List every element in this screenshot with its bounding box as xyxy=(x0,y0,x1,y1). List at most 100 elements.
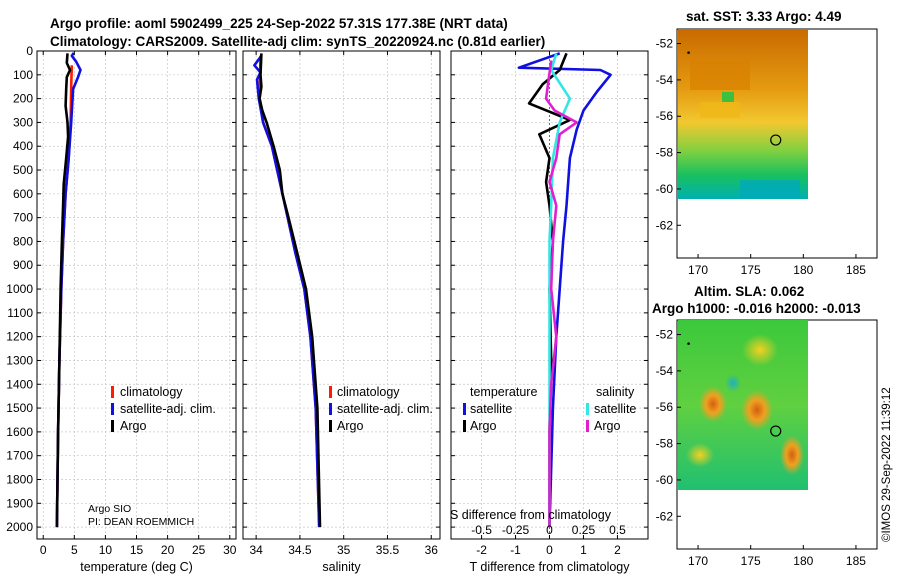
y-tick-label: 700 xyxy=(13,211,33,225)
map-y-tick-label: -54 xyxy=(656,364,674,378)
y-tick-label: 300 xyxy=(13,115,33,129)
x-tick-label: 1 xyxy=(580,543,587,557)
sst-axes: 170 175 180 185 -52 -54 -56 -58 -60 -62 xyxy=(656,37,867,277)
legend-label-t-satellite: satellite xyxy=(470,402,512,416)
island-dot xyxy=(687,342,690,345)
map-y-tick-label: -54 xyxy=(656,73,674,87)
salinity-panel: 34 34.5 35 35.5 36 salinity xyxy=(242,50,441,574)
legend-label-satellite: satellite-adj. clim. xyxy=(337,402,433,416)
island-dot xyxy=(687,51,690,54)
x-tick-label: 35.5 xyxy=(376,543,400,557)
x-axis-label: salinity xyxy=(322,560,361,574)
x-tick-label: 30 xyxy=(223,543,237,557)
argo-position-marker xyxy=(770,425,782,437)
secondary-axis-label: S difference from climatology xyxy=(450,508,612,522)
legend-label-satellite: satellite-adj. clim. xyxy=(120,402,216,416)
legend-label-s-satellite: satellite xyxy=(594,402,636,416)
y-tick-label: 1600 xyxy=(6,425,33,439)
legend-title-salinity: salinity xyxy=(596,385,635,399)
sla-blob xyxy=(780,435,804,475)
x-tick-label: -1 xyxy=(510,543,521,557)
y-tick-label: 1800 xyxy=(6,472,33,486)
sla-blob xyxy=(686,443,714,467)
legend-marker-t-satellite xyxy=(463,403,466,415)
y-tick-label: 200 xyxy=(13,92,33,106)
map-x-tick-label: 170 xyxy=(688,554,708,568)
secondary-tick-label: 0 xyxy=(546,523,553,537)
credit-line2: PI: DEAN ROEMMICH xyxy=(88,516,194,528)
map-x-tick-label: 175 xyxy=(741,554,761,568)
map-y-tick-label: -62 xyxy=(656,218,674,232)
x-tick-label: 25 xyxy=(192,543,206,557)
y-tick-label: 100 xyxy=(13,68,33,82)
map-x-tick-label: 170 xyxy=(688,263,708,277)
series-line-satellite xyxy=(517,52,612,528)
secondary-tick-label: 0.25 xyxy=(572,523,596,537)
legend-marker-t-argo xyxy=(463,420,466,432)
y-tick-label: 1500 xyxy=(6,401,33,415)
sla-blob xyxy=(699,386,727,422)
map-x-tick-label: 185 xyxy=(846,554,866,568)
secondary-tick-label: -0.25 xyxy=(502,523,530,537)
series-line-argo xyxy=(55,53,72,528)
sst-patch-green xyxy=(722,92,734,102)
legend-label-t-argo: Argo xyxy=(470,419,496,433)
figure-title-line2: Climatology: CARS2009. Satellite-adj cli… xyxy=(50,34,545,49)
map-x-tick-label: 180 xyxy=(793,554,813,568)
legend-marker-climatology xyxy=(111,386,114,398)
series-line-argo xyxy=(527,52,572,528)
sst-map: sat. SST: 3.33 Argo: 4.49 170 175 180 185 -5… xyxy=(656,9,878,277)
map-y-tick-label: -56 xyxy=(656,109,674,123)
legend-label-argo: Argo xyxy=(120,419,146,433)
y-tick-label: 500 xyxy=(13,163,33,177)
legend-marker-climatology xyxy=(329,386,332,398)
map-y-tick-label: -60 xyxy=(656,473,674,487)
difference-panel: -2 -1 0 1 2 -0.5 -0.25 0 0.25 0.5 T difference fro… xyxy=(450,50,649,574)
difference-legend: temperature salinity satellite Argo sate… xyxy=(463,385,636,433)
credit-line1: Argo SIO xyxy=(88,503,131,515)
sla-axes: 170 175 180 185 -52 -54 -56 -58 -60 -62 xyxy=(656,328,867,568)
legend-label-argo: Argo xyxy=(337,419,363,433)
sst-patch-cyan xyxy=(740,180,800,198)
figure-title-line1: Argo profile: aoml 5902499_225 24-Sep-20… xyxy=(50,16,508,31)
x-axis-label: temperature (deg C) xyxy=(80,560,193,574)
map-y-tick-label: -58 xyxy=(656,437,674,451)
map-y-tick-label: -56 xyxy=(656,400,674,414)
legend-label-climatology: climatology xyxy=(120,385,183,399)
y-tick-label: 1400 xyxy=(6,377,33,391)
x-tick-label: 15 xyxy=(130,543,144,557)
legend-marker-s-argo xyxy=(586,420,589,432)
legend-label-s-argo: Argo xyxy=(594,419,620,433)
map-x-tick-label: 175 xyxy=(741,263,761,277)
map-y-tick-label: -58 xyxy=(656,146,674,160)
map-y-tick-label: -52 xyxy=(656,328,674,342)
map-x-tick-label: 180 xyxy=(793,263,813,277)
temperature-legend: climatology satellite-adj. clim. Argo xyxy=(111,385,216,433)
sla-map: Altim. SLA: 0.062 Argo h1000: -0.016 h20… xyxy=(652,284,878,568)
secondary-tick-label: 0.5 xyxy=(609,523,626,537)
sst-patch-orange xyxy=(690,60,750,90)
series-line-argo xyxy=(544,60,578,528)
x-tick-label: 5 xyxy=(71,543,78,557)
y-tick-label: 1300 xyxy=(6,353,33,367)
map-x-tick-label: 185 xyxy=(846,263,866,277)
plot-area xyxy=(243,51,440,539)
legend-title-temperature: temperature xyxy=(470,385,537,399)
x-tick-label: 0 xyxy=(546,543,553,557)
y-tick-label: 1900 xyxy=(6,496,33,510)
x-tick-label: 35 xyxy=(337,543,351,557)
sla-blob xyxy=(741,390,773,430)
sst-map-title: sat. SST: 3.33 Argo: 4.49 xyxy=(686,9,842,24)
legend-marker-argo xyxy=(111,420,114,432)
series-line-argo xyxy=(258,53,322,528)
legend-marker-satellite xyxy=(111,403,114,415)
x-tick-label: 34 xyxy=(249,543,263,557)
y-tick-label: 2000 xyxy=(6,520,33,534)
sla-blob xyxy=(742,334,778,366)
x-tick-label: 34.5 xyxy=(288,543,312,557)
y-tick-label: 800 xyxy=(13,234,33,248)
sst-patch-yellow xyxy=(700,102,740,118)
x-axis-label: T difference from climatology xyxy=(469,560,630,574)
map-y-tick-label: -60 xyxy=(656,182,674,196)
